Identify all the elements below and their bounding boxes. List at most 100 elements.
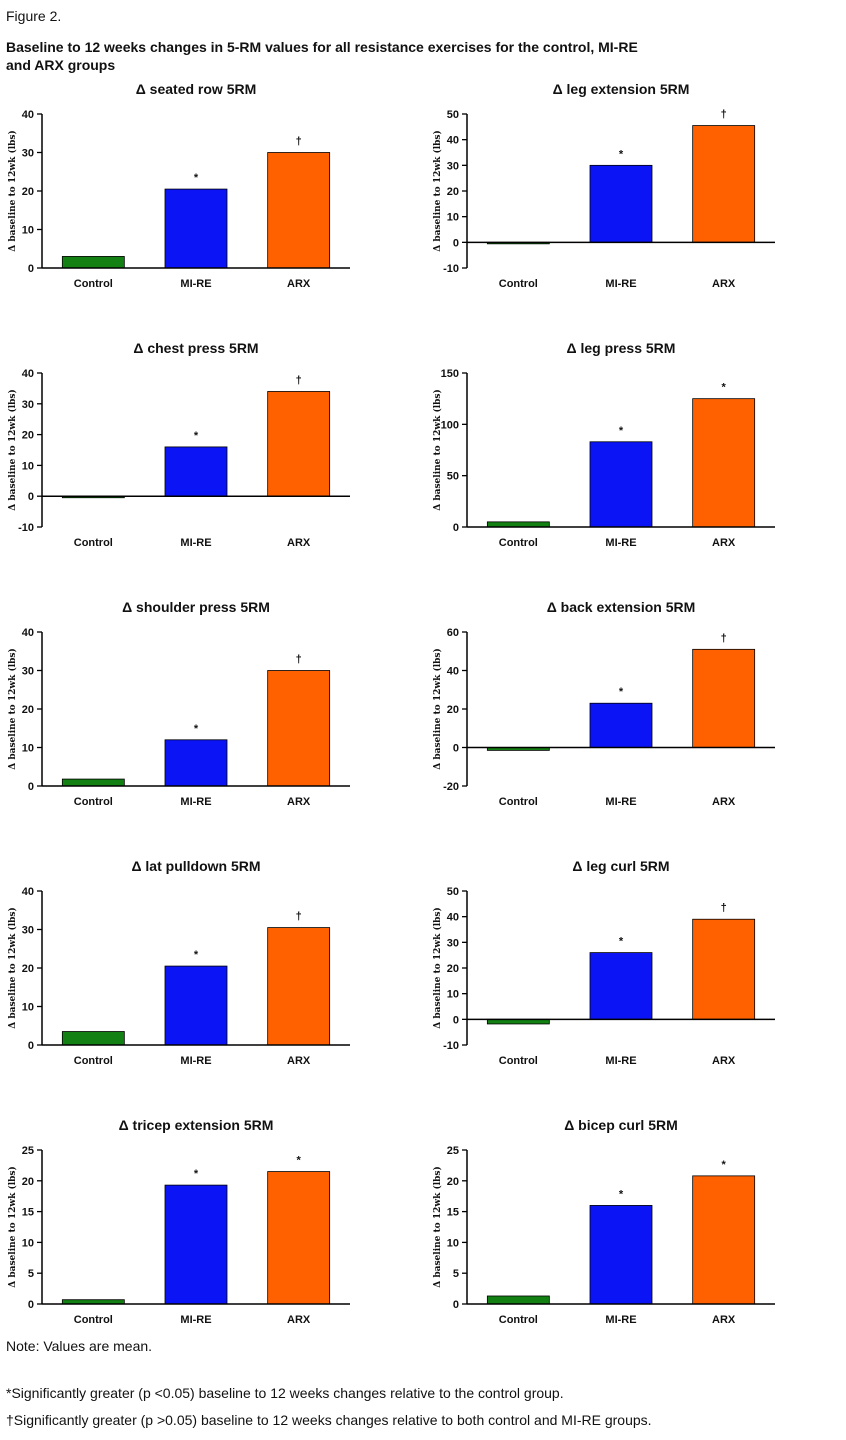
- chart-title: Δ leg press 5RM: [567, 340, 676, 356]
- x-tick-label: ARX: [712, 796, 736, 808]
- significance-mark: *: [619, 148, 624, 160]
- significance-mark: *: [297, 1155, 302, 1167]
- y-tick-label: 15: [447, 1207, 459, 1219]
- bar-mi-re: [164, 739, 228, 787]
- chart-title: Δ leg extension 5RM: [553, 81, 690, 97]
- y-tick-label: -20: [443, 781, 459, 793]
- y-tick-label: 10: [447, 989, 459, 1001]
- x-tick-label: MI-RE: [180, 796, 211, 808]
- chart-shoulder-press: Δ shoulder press 5RM Δ baseline to 12wk (…: [0, 594, 420, 834]
- y-axis-label: Δ baseline to 12wk (lbs): [432, 389, 443, 511]
- x-tick-label: MI-RE: [180, 537, 211, 549]
- y-tick-label: 40: [22, 886, 34, 898]
- y-tick-label: 50: [447, 886, 459, 898]
- chart-title: Δ chest press 5RM: [133, 340, 258, 356]
- chart-title: Δ tricep extension 5RM: [119, 1117, 274, 1133]
- y-tick-label: -10: [443, 1040, 459, 1052]
- y-tick-label: 0: [453, 1299, 459, 1311]
- chart-title: Δ bicep curl 5RM: [564, 1117, 678, 1133]
- note-star: *Significantly greater (p <0.05) baselin…: [6, 1385, 564, 1401]
- x-tick-label: ARX: [287, 537, 311, 549]
- y-tick-label: 50: [447, 109, 459, 121]
- y-axis-label: Δ baseline to 12wk (lbs): [7, 1166, 18, 1288]
- x-tick-label: ARX: [712, 1314, 736, 1326]
- bar-arx: [267, 927, 331, 1046]
- y-tick-label: 30: [447, 160, 459, 172]
- bar-arx: [267, 670, 331, 787]
- y-tick-label: 10: [22, 225, 34, 237]
- x-tick-label: MI-RE: [180, 278, 211, 290]
- x-tick-label: Control: [499, 796, 538, 808]
- x-tick-label: MI-RE: [180, 1055, 211, 1067]
- bar-control: [486, 1295, 550, 1305]
- x-tick-label: ARX: [287, 1314, 311, 1326]
- y-tick-label: 20: [22, 1176, 34, 1188]
- y-tick-label: 20: [447, 1176, 459, 1188]
- x-tick-label: Control: [74, 1055, 113, 1067]
- bar-mi-re: [164, 1184, 228, 1305]
- y-tick-label: 0: [28, 491, 34, 503]
- y-tick-label: 30: [447, 937, 459, 949]
- x-tick-label: ARX: [712, 1055, 736, 1067]
- y-tick-label: -10: [18, 522, 34, 534]
- bar-mi-re: [164, 965, 228, 1046]
- x-tick-label: ARX: [287, 278, 311, 290]
- significance-mark: *: [722, 382, 727, 394]
- significance-mark: †: [721, 632, 727, 644]
- x-tick-label: Control: [74, 537, 113, 549]
- significance-mark: *: [722, 1159, 727, 1171]
- y-tick-label: 20: [447, 186, 459, 198]
- significance-mark: †: [296, 136, 302, 148]
- x-tick-label: MI-RE: [605, 278, 636, 290]
- x-tick-label: Control: [499, 278, 538, 290]
- y-tick-label: 10: [447, 1237, 459, 1249]
- y-axis-label: Δ baseline to 12wk (lbs): [7, 130, 18, 252]
- x-tick-label: Control: [74, 278, 113, 290]
- significance-mark: *: [194, 172, 199, 184]
- y-tick-label: 150: [441, 368, 459, 380]
- y-axis-label: Δ baseline to 12wk (lbs): [432, 648, 443, 770]
- x-tick-label: Control: [499, 1055, 538, 1067]
- y-tick-label: 25: [447, 1145, 459, 1157]
- x-tick-label: MI-RE: [605, 1314, 636, 1326]
- significance-mark: *: [194, 430, 199, 442]
- bar-control: [61, 256, 125, 269]
- figure-title: Baseline to 12 weeks changes in 5-RM val…: [6, 39, 638, 73]
- y-tick-label: 100: [441, 419, 459, 431]
- y-tick-label: 10: [22, 743, 34, 755]
- chart-tricep-extension: Δ tricep extension 5RM Δ baseline to 12wk…: [0, 1112, 420, 1352]
- y-tick-label: 0: [28, 1040, 34, 1052]
- bar-arx: [267, 152, 331, 269]
- y-tick-label: 20: [22, 963, 34, 975]
- figure-label: Figure 2.: [6, 8, 62, 24]
- x-tick-label: MI-RE: [605, 1055, 636, 1067]
- significance-mark: *: [194, 949, 199, 961]
- significance-mark: *: [619, 686, 624, 698]
- bar-control: [486, 521, 550, 528]
- y-tick-label: 20: [22, 186, 34, 198]
- y-tick-label: 0: [28, 263, 34, 275]
- x-tick-label: Control: [74, 796, 113, 808]
- chart-bicep-curl: Δ bicep curl 5RM Δ baseline to 12wk (lbs)…: [425, 1112, 845, 1352]
- bar-control: [61, 778, 125, 787]
- x-tick-label: ARX: [712, 537, 736, 549]
- y-tick-label: 0: [28, 781, 34, 793]
- x-tick-label: MI-RE: [605, 796, 636, 808]
- bar-arx: [267, 391, 331, 497]
- x-tick-label: Control: [499, 537, 538, 549]
- chart-lat-pulldown: Δ lat pulldown 5RM Δ baseline to 12wk (lb…: [0, 853, 420, 1093]
- y-tick-label: -10: [443, 263, 459, 275]
- significance-mark: †: [296, 374, 302, 386]
- y-tick-label: 0: [453, 1014, 459, 1026]
- note-dagger: †Significantly greater (p >0.05) baselin…: [6, 1412, 652, 1428]
- x-tick-label: MI-RE: [180, 1314, 211, 1326]
- significance-mark: *: [619, 936, 624, 948]
- chart-title: Δ seated row 5RM: [136, 81, 257, 97]
- y-axis-label: Δ baseline to 12wk (lbs): [7, 907, 18, 1029]
- y-tick-label: 5: [28, 1268, 34, 1280]
- y-tick-label: 10: [22, 1002, 34, 1014]
- y-tick-label: 40: [22, 368, 34, 380]
- y-axis-label: Δ baseline to 12wk (lbs): [432, 1166, 443, 1288]
- y-tick-label: 30: [22, 148, 34, 160]
- chart-chest-press: Δ chest press 5RM Δ baseline to 12wk (lbs…: [0, 335, 420, 575]
